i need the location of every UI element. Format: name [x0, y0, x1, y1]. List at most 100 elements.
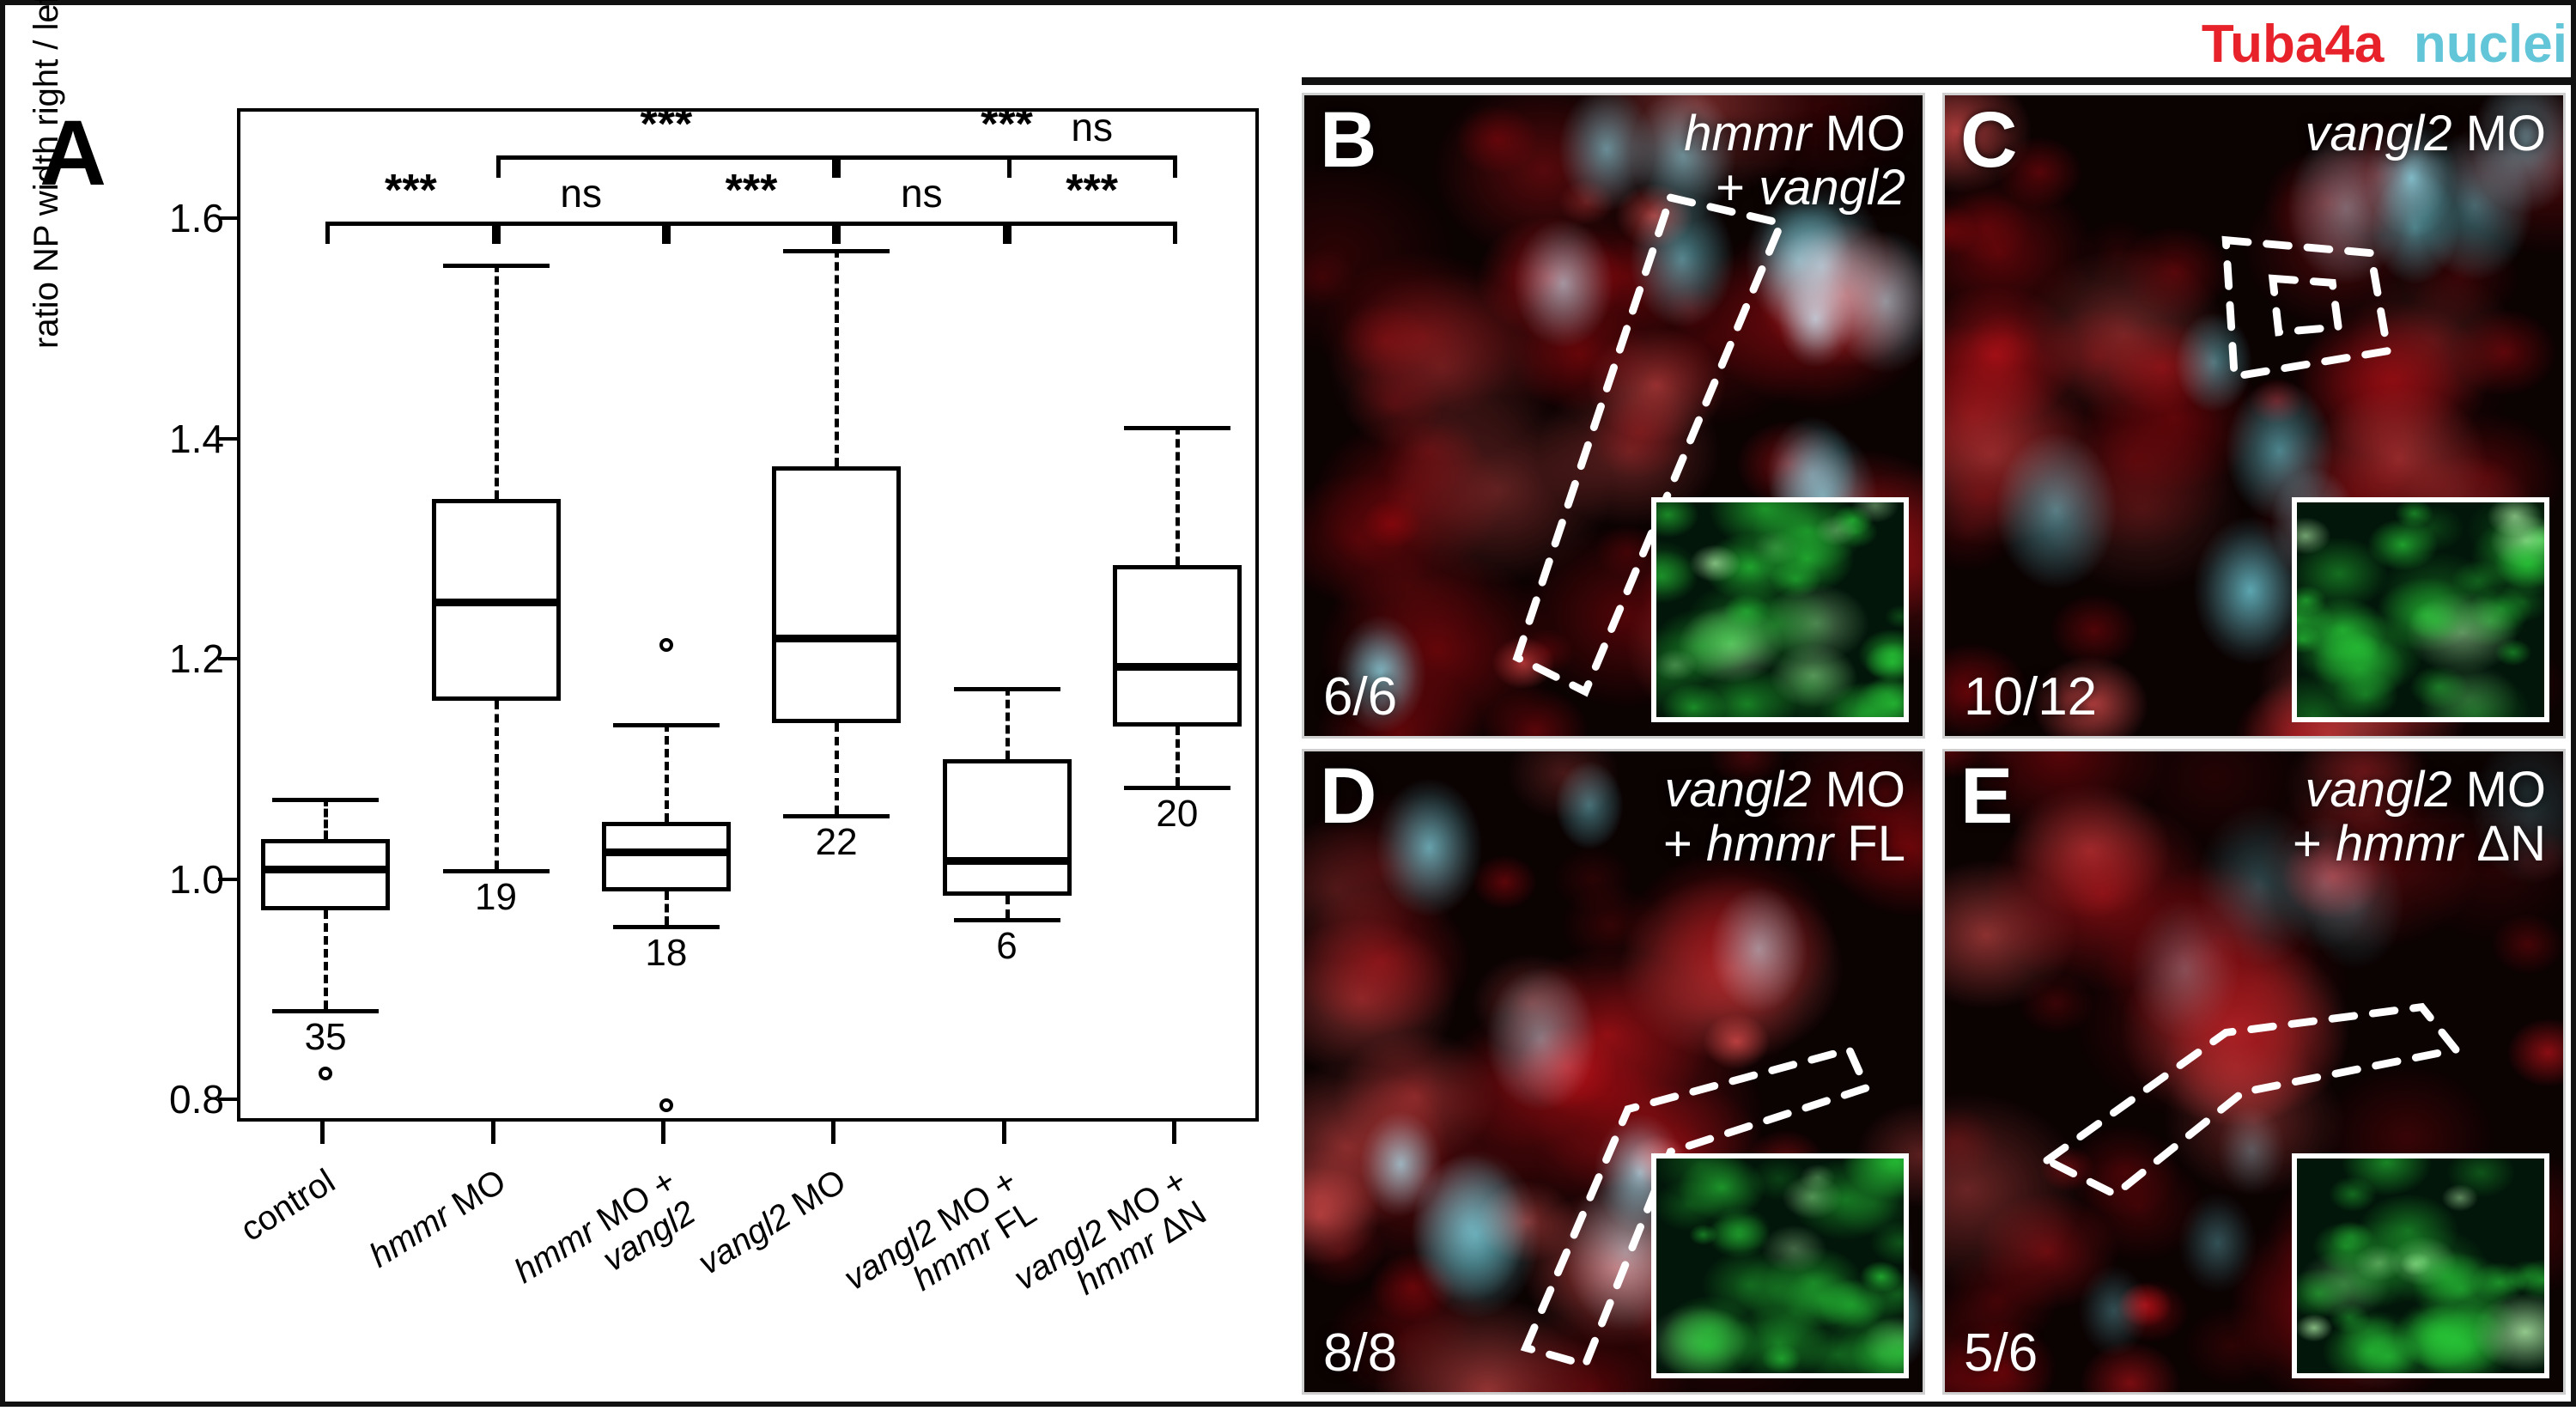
- boxplot-cap-upper: [442, 264, 550, 268]
- significance-label: ***: [640, 100, 693, 150]
- significance-bracket: [1006, 222, 1177, 227]
- gfp-channel: [2297, 1159, 2544, 1373]
- penetrance-count: 8/8: [1323, 1323, 1398, 1383]
- penetrance-count: 5/6: [1964, 1323, 2038, 1383]
- panel-a-letter: A: [39, 100, 106, 204]
- penetrance-count: 10/12: [1964, 667, 2098, 727]
- inset-green-channel: [1651, 1153, 1909, 1378]
- x-tick-mark: [1001, 1122, 1006, 1144]
- boxplot-whisker-lower: [324, 909, 329, 1010]
- x-tick-mark: [660, 1122, 665, 1144]
- y-tick-label: 1.0: [169, 856, 224, 902]
- condition-label: vangl2 MO + hmmr ΔN: [2293, 762, 2546, 872]
- significance-bracket: [1006, 155, 1177, 161]
- boxplot-whisker-upper: [324, 798, 329, 839]
- boxplot-box: [261, 838, 391, 910]
- boxplot-median: [1112, 663, 1242, 672]
- y-tick-label: 1.6: [169, 196, 224, 241]
- y-axis-label: ratio NP width right / left side: [27, 0, 65, 349]
- significance-label: ***: [1066, 166, 1119, 216]
- channel-legend: Tuba4a nuclei: [1302, 14, 2571, 85]
- significance-bracket-tick: [495, 222, 501, 245]
- y-tick-label: 1.2: [169, 636, 224, 682]
- significance-bracket-tick: [325, 222, 331, 245]
- significance-bracket-tick: [491, 222, 496, 245]
- significance-label: ***: [384, 166, 437, 216]
- cell-outline-dashed: [2039, 1002, 2464, 1200]
- significance-bracket: [665, 222, 837, 227]
- significance-label: ns: [1071, 105, 1113, 150]
- significance-label: ***: [725, 166, 778, 216]
- significance-label: ns: [901, 171, 943, 216]
- y-tick-mark: [218, 1098, 237, 1102]
- boxplot-whisker-upper: [494, 264, 499, 500]
- significance-bracket: [495, 222, 666, 227]
- boxplot-cap-lower: [1123, 785, 1230, 790]
- cell-outline-dashed: [1520, 1044, 1872, 1370]
- boxplot-sample-size: 6: [996, 924, 1018, 967]
- boxplot-median: [772, 635, 902, 643]
- gfp-channel: [2297, 502, 2544, 717]
- boxplot-median: [942, 857, 1072, 866]
- y-tick-label: 0.8: [169, 1077, 224, 1122]
- panel-letter-d: D: [1320, 752, 1377, 840]
- boxplot-sample-size: 20: [1156, 792, 1199, 835]
- panel-letter-b: B: [1320, 96, 1377, 184]
- significance-bracket: [836, 222, 1007, 227]
- significance-bracket-tick: [661, 222, 666, 245]
- y-tick-mark: [218, 657, 237, 661]
- y-tick-mark: [218, 216, 237, 221]
- boxplot-box: [772, 466, 902, 723]
- significance-bracket-tick: [832, 222, 837, 245]
- channel-legend-text: Tuba4a nuclei: [2202, 14, 2567, 75]
- cell-outline-dashed: [2221, 235, 2392, 381]
- significance-bracket-tick: [1172, 222, 1177, 245]
- boxplot-box: [942, 759, 1072, 897]
- boxplot-whisker-lower: [1175, 726, 1180, 786]
- boxplot-cap-upper: [783, 249, 890, 254]
- boxplot-median: [601, 848, 731, 856]
- significance-bracket-tick: [836, 222, 841, 245]
- inset-green-channel: [2292, 1153, 2549, 1378]
- boxplot-sample-size: 35: [304, 1016, 347, 1059]
- panel-a-boxplot: A ratio NP width right / left side 35 19 1…: [5, 0, 1293, 1412]
- cell-outline-dashed: [1512, 192, 1787, 697]
- boxplot-box: [1112, 565, 1242, 727]
- significance-bracket-tick: [836, 155, 841, 179]
- condition-label: hmmr MO + vangl2: [1684, 106, 1905, 216]
- boxplot-outlier: [659, 1098, 673, 1112]
- boxplot-whisker-lower: [1005, 896, 1010, 918]
- boxplot-box: [601, 822, 731, 892]
- legend-tuba4a: Tuba4a: [2201, 15, 2385, 74]
- plot-area: 35 19 18 22 6 20 *** ns *** ns *** *** *** ns: [237, 102, 1259, 1122]
- x-tick-mark: [1171, 1122, 1176, 1144]
- boxplot-cap-upper: [1123, 425, 1230, 430]
- boxplot-whisker-upper: [1005, 686, 1010, 760]
- boxplot-cap-lower: [442, 869, 550, 874]
- boxplot-cap-lower: [272, 1009, 380, 1014]
- significance-bracket-tick: [1006, 222, 1012, 245]
- y-tick-mark: [218, 436, 237, 441]
- x-tick-mark: [320, 1122, 325, 1144]
- y-tick-label: 1.4: [169, 416, 224, 461]
- boxplot-cap-lower: [612, 924, 720, 929]
- inset-green-channel: [2292, 497, 2549, 722]
- boxplot-cap-upper: [272, 798, 380, 803]
- boxplot-outlier: [659, 637, 673, 652]
- boxplot-whisker-lower: [835, 722, 840, 815]
- boxplot-whisker-upper: [664, 722, 669, 823]
- penetrance-count: 6/6: [1323, 667, 1398, 727]
- gfp-channel: [1656, 1159, 1904, 1373]
- inset-green-channel: [1651, 497, 1909, 722]
- significance-label: ***: [981, 100, 1033, 150]
- gfp-channel: [1656, 502, 1904, 717]
- significance-bracket-tick: [1172, 155, 1177, 179]
- boxplot-whisker-upper: [835, 249, 840, 466]
- panel-letter-c: C: [1960, 96, 2018, 184]
- significance-bracket: [836, 155, 1177, 161]
- boxplot-median: [261, 866, 391, 874]
